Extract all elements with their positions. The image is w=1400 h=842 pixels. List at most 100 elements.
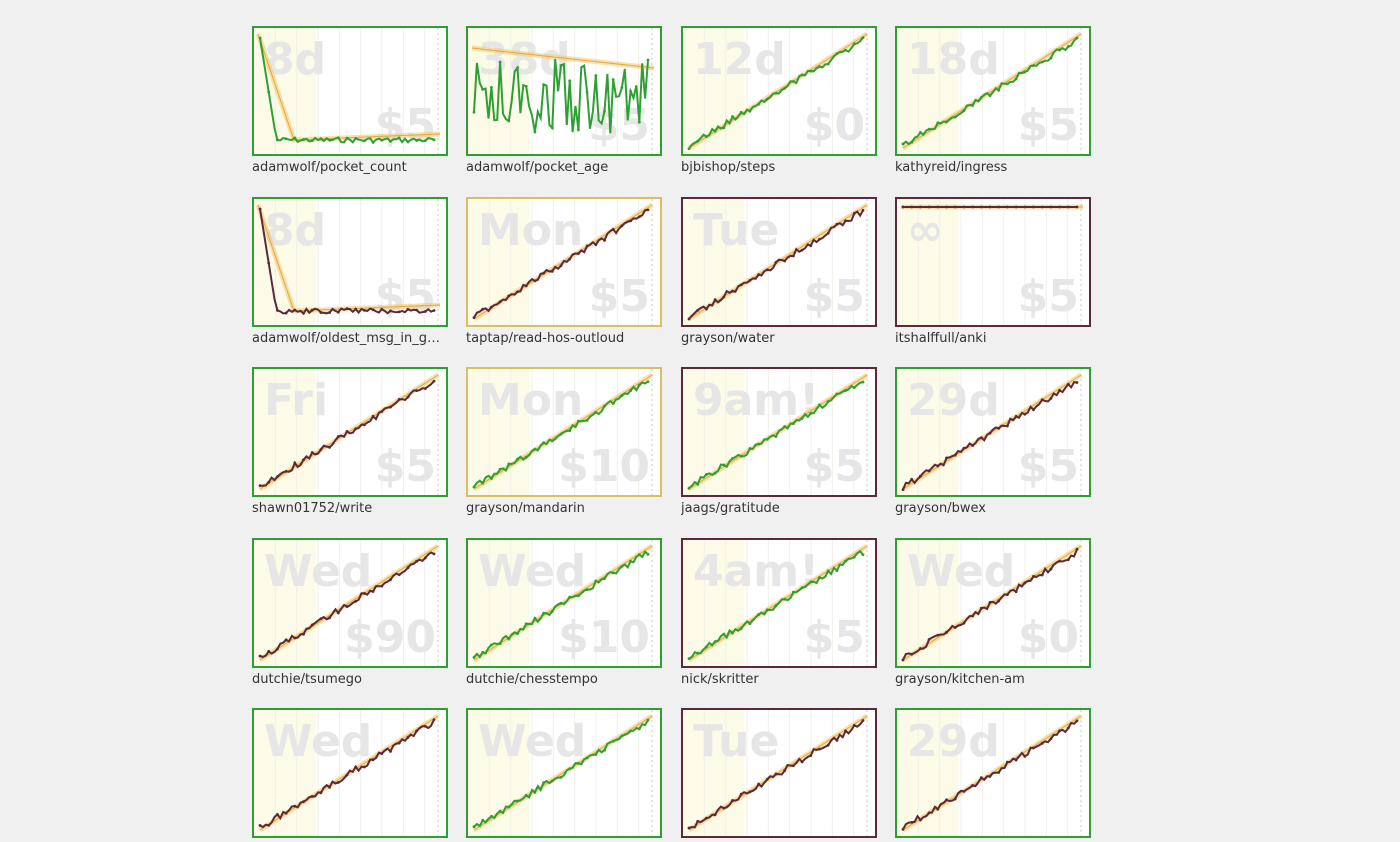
datapoint bbox=[524, 84, 528, 88]
datapoint bbox=[1075, 547, 1079, 551]
datapoint bbox=[687, 317, 691, 321]
datapoint bbox=[646, 718, 650, 722]
datapoint bbox=[550, 609, 554, 613]
datapoint bbox=[423, 387, 427, 390]
datapoint bbox=[835, 569, 839, 573]
goal-graph-thumbnail[interactable]: 4am! $5 bbox=[681, 538, 877, 668]
goal-tile[interactable]: 8d$5 adamwolf/oldest_msg_in_gmail_inbox bbox=[252, 197, 448, 346]
goal-tile[interactable]: 18d $5 kathyreid/ingress bbox=[895, 26, 1091, 175]
goal-tile[interactable]: Wed bbox=[466, 708, 662, 842]
goal-graph-thumbnail[interactable]: Fri $5 bbox=[252, 367, 448, 497]
goal-tile[interactable]: 9am! $5 jaags/gratitude bbox=[681, 367, 877, 516]
datapoint bbox=[380, 752, 384, 756]
goal-graph-thumbnail[interactable]: 38d $5 bbox=[466, 26, 662, 156]
datapoint bbox=[997, 205, 1001, 209]
goal-name-link[interactable]: adamwolf/pocket_age bbox=[466, 160, 609, 175]
goal-graph-thumbnail[interactable]: Wed $0 bbox=[895, 538, 1091, 668]
goal-tile[interactable]: Fri $5 shawn01752/write bbox=[252, 367, 448, 516]
datapoint bbox=[524, 793, 528, 797]
datapoint bbox=[861, 553, 865, 557]
datapoint bbox=[765, 437, 769, 441]
datapoint bbox=[696, 651, 700, 655]
datapoint bbox=[267, 261, 271, 265]
datapoint bbox=[713, 471, 717, 475]
goal-graph-thumbnail[interactable]: 9am! $5 bbox=[681, 367, 877, 497]
goal-name-link[interactable]: adamwolf/pocket_count bbox=[252, 160, 407, 175]
goal-tile[interactable]: 4am! $5 nick/skritter bbox=[681, 538, 877, 687]
datapoint bbox=[800, 73, 804, 77]
goal-name-link[interactable]: grayson/mandarin bbox=[466, 501, 585, 516]
goal-tile[interactable]: Tue bbox=[681, 708, 877, 842]
goal-tile[interactable]: 38d $5 adamwolf/pocket_age bbox=[466, 26, 662, 175]
goal-graph-thumbnail[interactable]: Wed $10 bbox=[466, 538, 662, 668]
goal-tile[interactable]: Wed $90 dutchie/tsumego bbox=[252, 538, 448, 687]
goal-name-link[interactable]: dutchie/chesstempo bbox=[466, 672, 598, 687]
goal-graph-thumbnail[interactable]: 12d $0 bbox=[681, 26, 877, 156]
datapoint bbox=[397, 741, 401, 745]
datapoint bbox=[748, 279, 752, 282]
datapoint bbox=[284, 137, 288, 141]
goal-graph-thumbnail[interactable]: Tue $5 bbox=[681, 197, 877, 327]
goal-name-link[interactable]: taptap/read-hos-outloud bbox=[466, 331, 625, 346]
goal-graph-thumbnail[interactable]: Tue bbox=[681, 708, 877, 838]
datapoint bbox=[1040, 398, 1044, 402]
goal-graph-thumbnail[interactable]: Wed bbox=[466, 708, 662, 838]
goal-name-link[interactable]: grayson/kitchen-am bbox=[895, 672, 1025, 687]
goal-tile[interactable]: Wed bbox=[252, 708, 448, 842]
datapoint bbox=[988, 205, 992, 209]
goal-graph-thumbnail[interactable]: ∞ $5 bbox=[895, 197, 1091, 327]
datapoint bbox=[835, 222, 839, 226]
goal-name-link[interactable]: shawn01752/write bbox=[252, 501, 373, 516]
goal-name-link[interactable]: grayson/water bbox=[681, 331, 775, 346]
goal-graph-thumbnail[interactable]: Wed bbox=[252, 708, 448, 838]
pledge-watermark: $5 bbox=[804, 271, 865, 322]
datapoint bbox=[757, 442, 760, 446]
datapoint bbox=[559, 264, 563, 268]
goal-name-link[interactable]: kathyreid/ingress bbox=[895, 160, 1008, 175]
datapoint bbox=[594, 74, 598, 77]
datapoint bbox=[611, 227, 615, 231]
goal-tile[interactable]: ∞ $5 itshalffull/anki bbox=[895, 197, 1091, 346]
goal-name-link[interactable]: bjbishop/steps bbox=[681, 160, 776, 175]
goal-tile[interactable]: Mon $5 taptap/read-hos-outloud bbox=[466, 197, 662, 346]
datapoint bbox=[731, 799, 734, 802]
goal-tile[interactable]: Wed $0 grayson/kitchen-am bbox=[895, 538, 1091, 687]
deadline-watermark: Wed bbox=[264, 716, 372, 767]
goal-tile[interactable]: 29d bbox=[895, 708, 1091, 842]
datapoint bbox=[953, 453, 957, 457]
goal-graph-thumbnail[interactable]: Mon $5 bbox=[466, 197, 662, 327]
datapoint bbox=[1032, 575, 1035, 578]
goal-graph-thumbnail[interactable]: 29d bbox=[895, 708, 1091, 838]
datapoint bbox=[371, 414, 375, 418]
goal-name-link[interactable]: itshalffull/anki bbox=[895, 331, 987, 346]
datapoint bbox=[739, 454, 743, 458]
datapoint bbox=[637, 215, 641, 219]
goal-name-link[interactable]: grayson/bwex bbox=[895, 501, 986, 516]
goal-name-link[interactable]: dutchie/tsumego bbox=[252, 672, 362, 687]
datapoint bbox=[1066, 726, 1070, 730]
goal-tile[interactable]: 8d $5 adamwolf/pocket_count bbox=[252, 26, 448, 175]
goal-graph-thumbnail[interactable]: Mon $10 bbox=[466, 367, 662, 497]
datapoint bbox=[389, 309, 392, 313]
goal-name-link[interactable]: jaags/gratitude bbox=[681, 501, 780, 516]
pledge-watermark: $5 bbox=[1018, 441, 1079, 492]
goal-graph-thumbnail[interactable]: Wed $90 bbox=[252, 538, 448, 668]
goal-name-link[interactable]: adamwolf/oldest_msg_in_gmail_inbox bbox=[252, 331, 448, 346]
datapoint bbox=[406, 395, 410, 399]
datapoint bbox=[748, 790, 752, 794]
datapoint bbox=[1075, 381, 1079, 384]
goal-graph-thumbnail[interactable]: 8d $5 bbox=[252, 26, 448, 156]
datapoint bbox=[1032, 205, 1035, 209]
goal-tile[interactable]: Mon $10 grayson/mandarin bbox=[466, 367, 662, 516]
datapoint bbox=[997, 426, 1001, 430]
goal-name-link[interactable]: nick/skritter bbox=[681, 672, 759, 687]
goal-graph-thumbnail[interactable]: 8d $5 bbox=[252, 197, 448, 327]
goal-tile[interactable]: 12d $0 bjbishop/steps bbox=[681, 26, 877, 175]
goal-graph-thumbnail[interactable]: 18d $5 bbox=[895, 26, 1091, 156]
goal-tile[interactable]: Wed $10 dutchie/chesstempo bbox=[466, 538, 662, 687]
datapoint bbox=[919, 818, 922, 822]
goal-tile[interactable]: 29d $5 grayson/bwex bbox=[895, 367, 1091, 516]
datapoint bbox=[629, 389, 632, 392]
goal-tile[interactable]: Tue $5 grayson/water bbox=[681, 197, 877, 346]
goal-graph-thumbnail[interactable]: 29d $5 bbox=[895, 367, 1091, 497]
